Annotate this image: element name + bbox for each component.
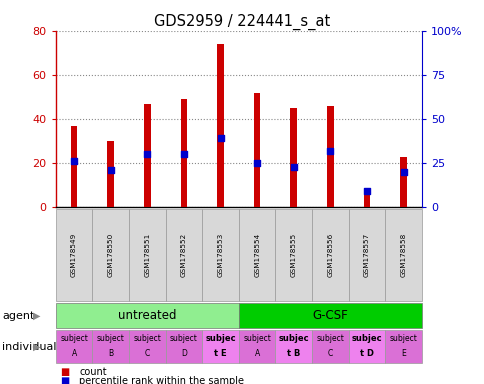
Text: GSM178558: GSM178558 (400, 233, 406, 278)
Bar (144, 104, 151, 207)
Text: GSM178555: GSM178555 (290, 233, 296, 278)
Text: D: D (181, 349, 186, 358)
Bar (326, 106, 333, 207)
Point (180, 151, 187, 157)
Text: GSM178549: GSM178549 (71, 233, 77, 278)
Point (143, 151, 151, 157)
Text: GSM178554: GSM178554 (254, 233, 259, 278)
Point (106, 167, 114, 173)
Point (70, 158, 78, 164)
Text: A: A (254, 349, 259, 358)
Text: A: A (71, 349, 76, 358)
Bar (217, 44, 224, 207)
Text: GSM178550: GSM178550 (107, 233, 113, 278)
Text: count: count (79, 367, 106, 377)
Text: subjec: subjec (205, 334, 235, 343)
Text: ▶: ▶ (32, 341, 40, 352)
Text: agent: agent (2, 311, 35, 321)
Bar (180, 99, 187, 207)
Point (363, 189, 370, 195)
Text: GSM178557: GSM178557 (363, 233, 369, 278)
Point (253, 160, 260, 166)
Point (289, 164, 297, 170)
Text: untreated: untreated (118, 310, 176, 322)
Text: GSM178553: GSM178553 (217, 233, 223, 278)
Text: percentile rank within the sample: percentile rank within the sample (79, 376, 243, 384)
Bar (107, 141, 114, 207)
Text: C: C (327, 349, 333, 358)
Bar (290, 108, 297, 207)
Point (216, 136, 224, 142)
Text: ▶: ▶ (32, 311, 40, 321)
Text: GSM178551: GSM178551 (144, 233, 150, 278)
Point (326, 148, 333, 154)
Text: subject: subject (133, 334, 161, 343)
Text: ■: ■ (60, 376, 70, 384)
Text: C: C (144, 349, 150, 358)
Bar (253, 93, 260, 207)
Text: t D: t D (359, 349, 373, 358)
Text: E: E (400, 349, 405, 358)
Bar (71, 126, 77, 207)
Bar (363, 194, 370, 207)
Point (399, 169, 407, 175)
Bar (399, 157, 406, 207)
Text: subjec: subjec (278, 334, 308, 343)
Text: subject: subject (243, 334, 271, 343)
Text: t E: t E (214, 349, 227, 358)
Text: subject: subject (97, 334, 124, 343)
Text: subjec: subjec (351, 334, 381, 343)
Text: subject: subject (60, 334, 88, 343)
Text: subject: subject (316, 334, 344, 343)
Text: ■: ■ (60, 367, 70, 377)
Text: t B: t B (287, 349, 300, 358)
Text: GSM178552: GSM178552 (181, 233, 186, 278)
Text: GDS2959 / 224441_s_at: GDS2959 / 224441_s_at (154, 13, 330, 30)
Text: subject: subject (389, 334, 417, 343)
Text: subject: subject (170, 334, 197, 343)
Text: GSM178556: GSM178556 (327, 233, 333, 278)
Text: G-CSF: G-CSF (312, 310, 348, 322)
Text: individual: individual (2, 341, 57, 352)
Text: B: B (108, 349, 113, 358)
